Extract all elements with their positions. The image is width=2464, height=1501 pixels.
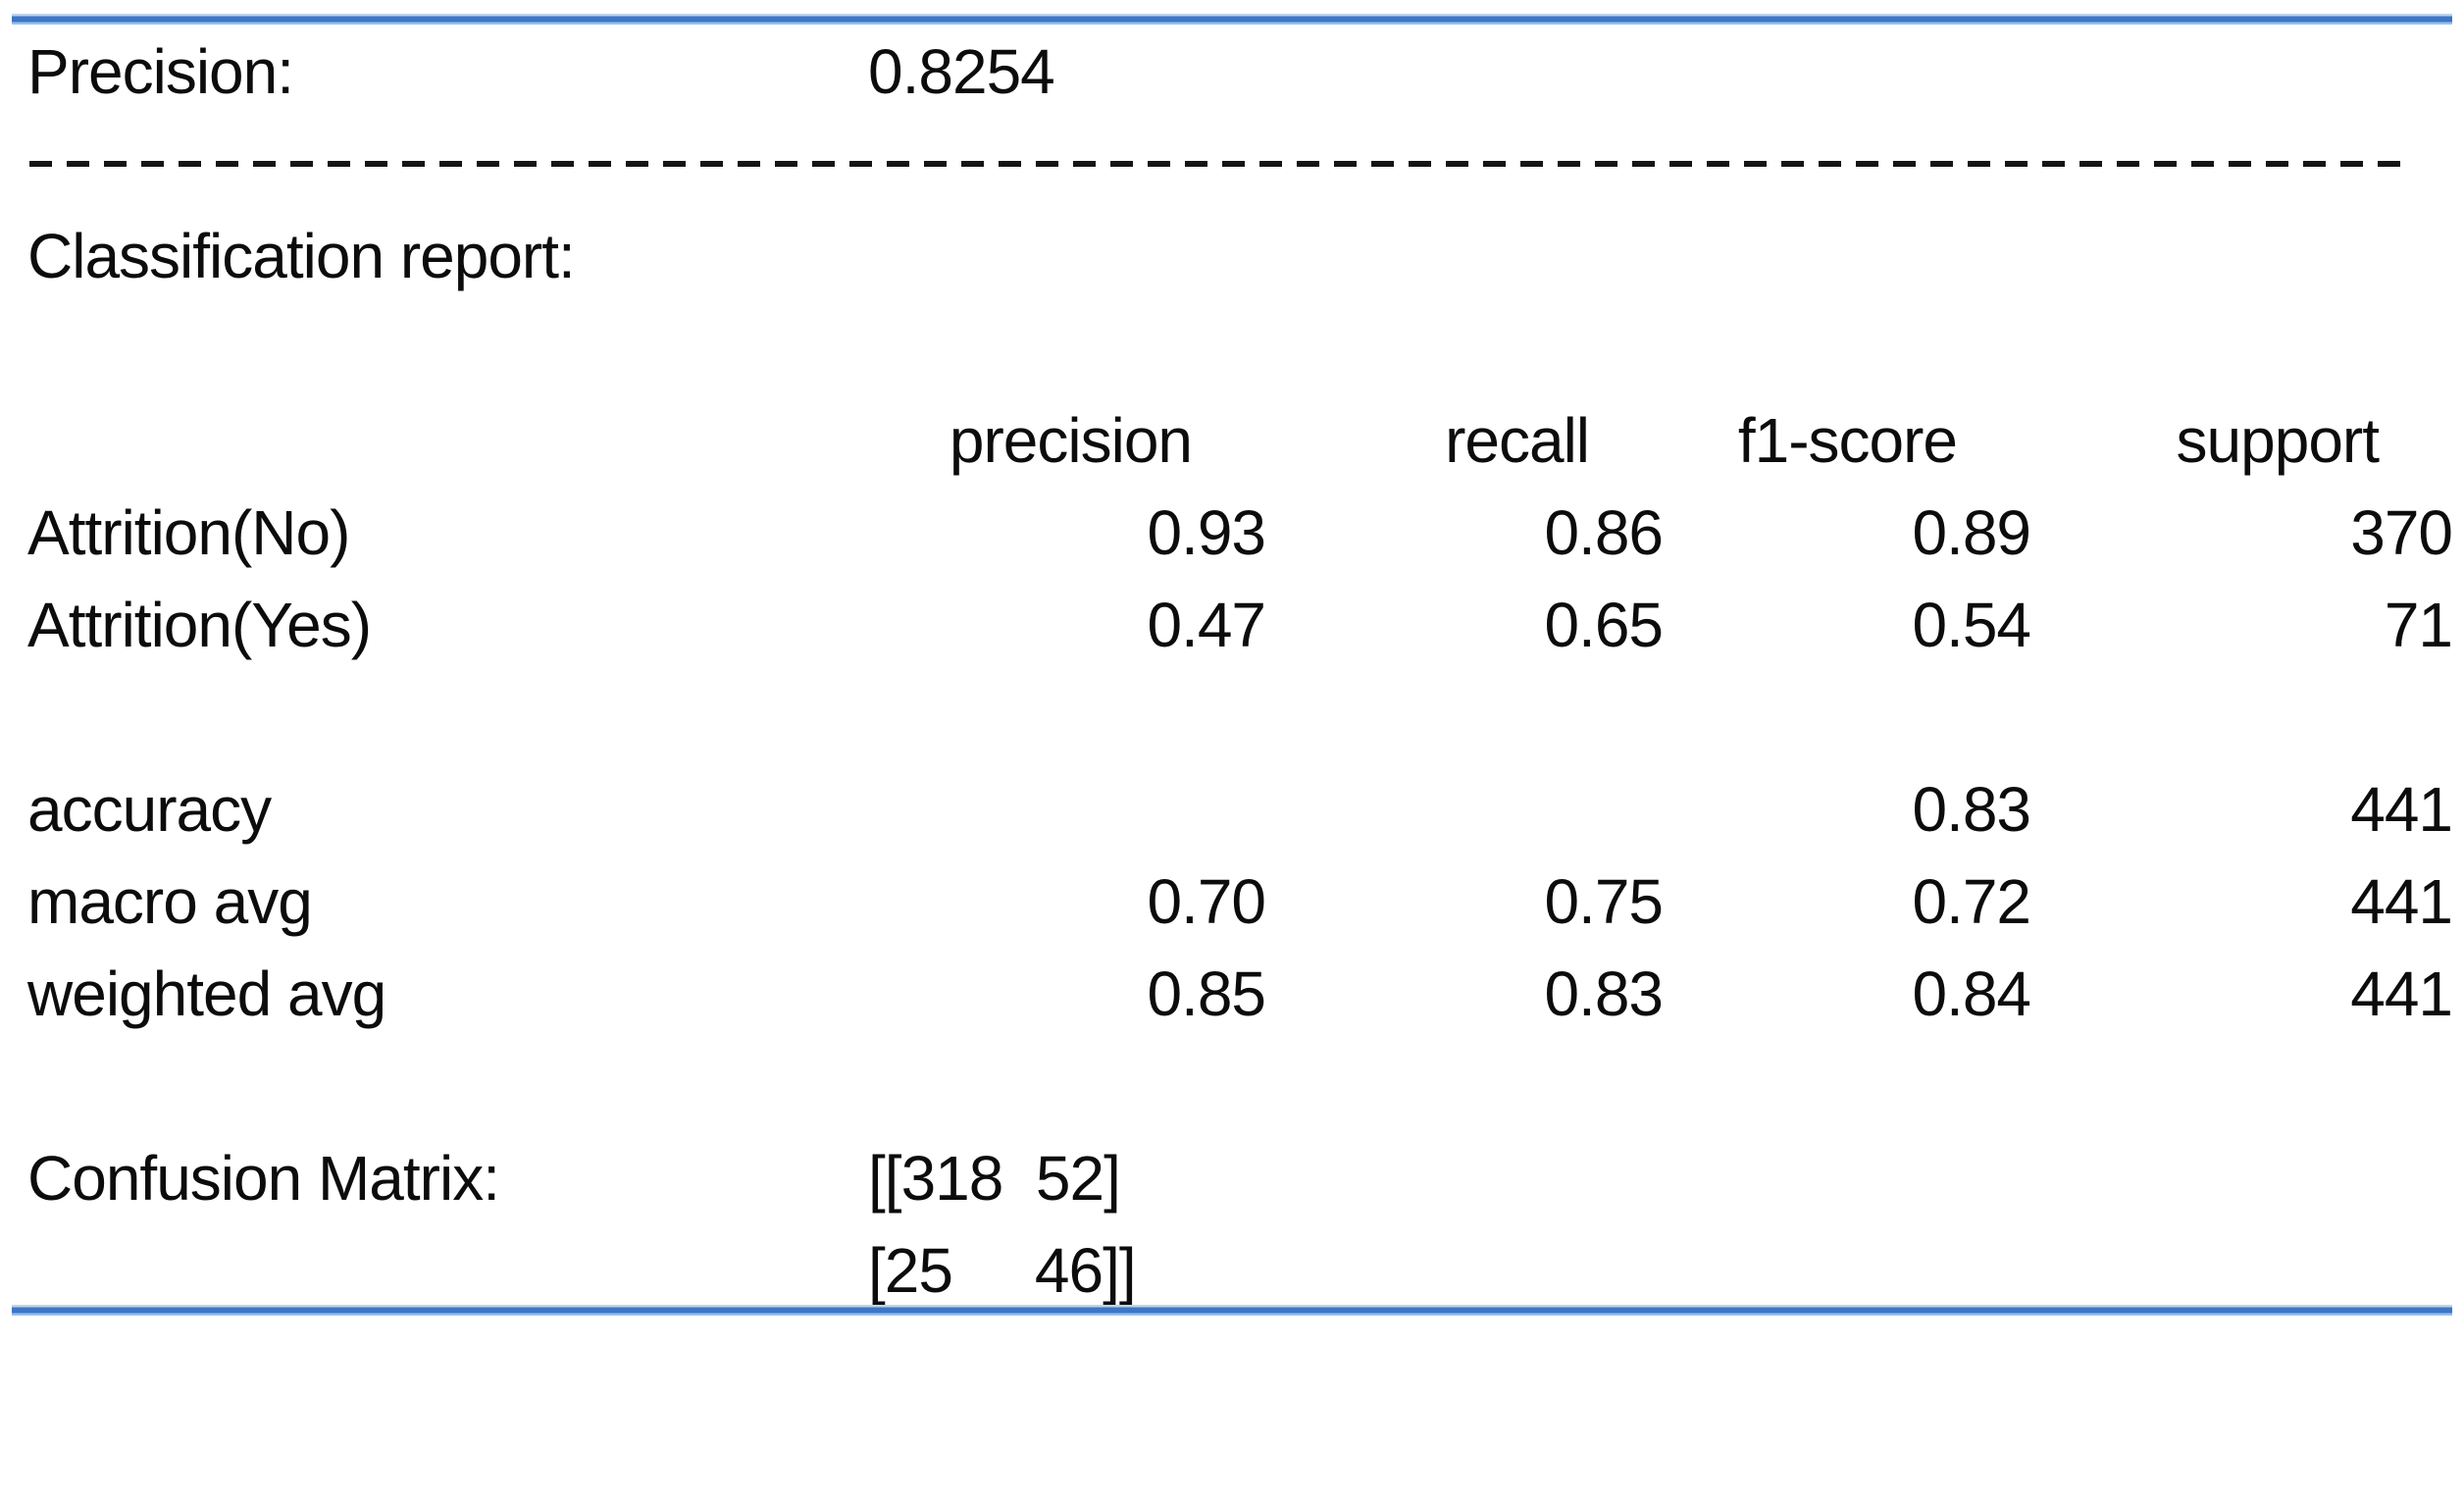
dashed-divider-line [29,161,2415,167]
section-title: Classification report: [27,221,576,291]
cell-support: 71 [2384,590,2453,660]
cell-recall: 0.83 [1544,958,1664,1029]
cell-f1-score: 0.72 [1912,866,2031,937]
precision-label: Precision: [27,36,294,107]
section-title-row: Classification report: [0,210,2464,302]
precision-row: Precision: 0.8254 [0,26,2464,118]
row-label: weighted avg [27,958,386,1029]
cell-precision: 0.93 [1147,497,1266,568]
cell-f1-score: 0.84 [1912,958,2031,1029]
spacer [0,302,2464,394]
confusion-matrix-row-1: Confusion Matrix: [[318 52] [0,1132,2464,1224]
table-row-macro-avg: macro avg 0.70 0.75 0.72 441 [27,855,2453,948]
cell-support: 370 [2350,497,2453,568]
col-header-precision: precision [949,405,1193,476]
cell-f1-score: 0.89 [1912,497,2031,568]
table-row-attrition-yes: Attrition(Yes) 0.47 0.65 0.54 71 [27,579,2453,671]
confusion-matrix-value-1: [[318 52] [868,1143,1121,1214]
table-row-weighted-avg: weighted avg 0.85 0.83 0.84 441 [27,948,2453,1040]
cell-precision [753,763,1265,855]
table-row-attrition-no: Attrition(No) 0.93 0.86 0.89 370 [27,487,2453,579]
cell-support: 441 [2350,774,2453,845]
cell-recall [1265,763,1663,855]
cell-f1-score: 0.83 [1912,774,2031,845]
col-header-support: support [2176,405,2380,476]
row-label: Attrition(No) [27,497,350,568]
col-header-recall: recall [1445,405,1590,476]
header-empty-cell [27,394,753,487]
table-row-accuracy: accuracy 0.83 441 [27,763,2453,855]
confusion-matrix-row-2: [25 46]] [0,1224,2464,1317]
separator-row [0,118,2464,210]
spacer [0,1040,2464,1132]
confusion-matrix-value-2: [25 46]] [868,1235,1137,1306]
row-label: Attrition(Yes) [27,590,372,660]
cell-support: 441 [2350,958,2453,1029]
precision-value: 0.8254 [868,36,1055,107]
cell-recall: 0.86 [1544,497,1664,568]
cell-f1-score: 0.54 [1912,590,2031,660]
spacer [0,671,2464,763]
confusion-matrix-label: Confusion Matrix: [27,1143,500,1214]
row-label: macro avg [27,866,313,937]
report-body: Precision: 0.8254 Classification report:… [0,26,2464,1317]
cell-precision: 0.85 [1147,958,1266,1029]
cell-recall: 0.75 [1544,866,1664,937]
col-header-f1-score: f1-score [1737,405,1958,476]
table-header-row: precision recall f1-score support [27,394,2452,487]
cell-precision: 0.47 [1147,590,1266,660]
row-label: accuracy [27,774,272,845]
cell-support: 441 [2350,866,2453,937]
cell-recall: 0.65 [1544,590,1664,660]
cell-precision: 0.70 [1147,866,1266,937]
top-accent-rule [12,14,2452,25]
bottom-accent-rule [12,1305,2452,1316]
